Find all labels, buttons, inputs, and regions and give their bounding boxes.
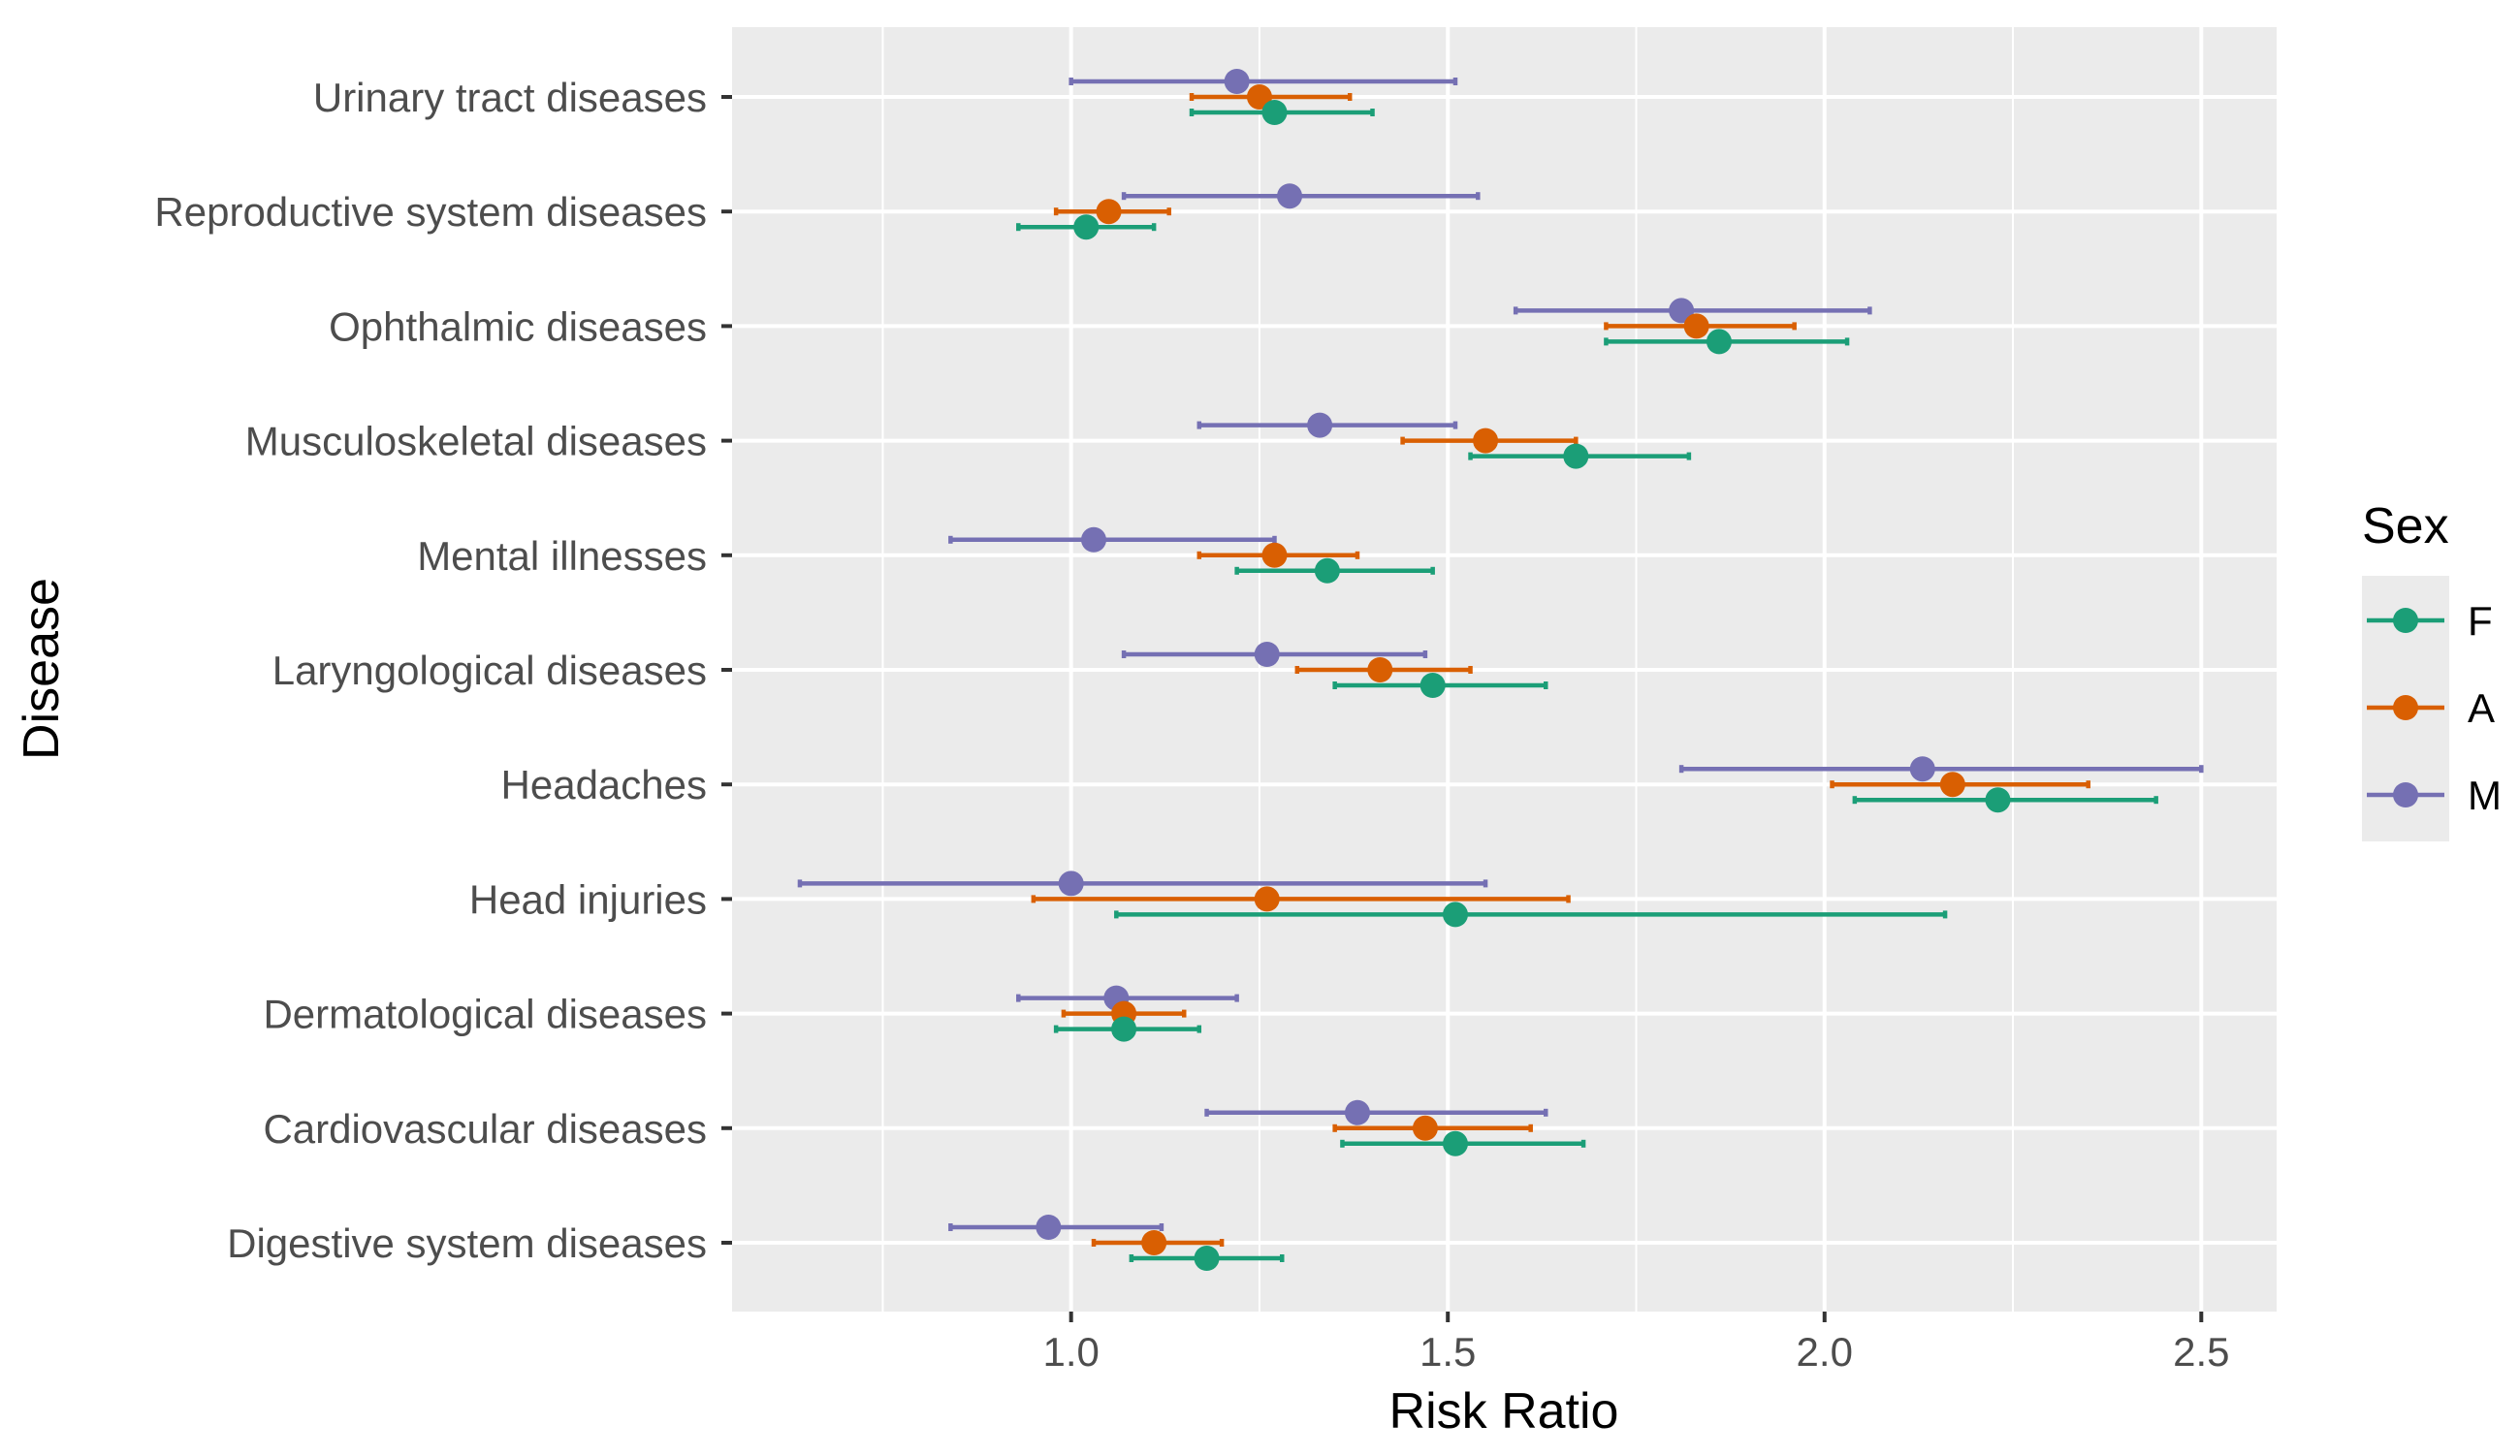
- legend-key-point: [2393, 782, 2418, 807]
- point-estimate: [1224, 69, 1250, 94]
- point-estimate: [1706, 329, 1732, 355]
- point-estimate: [1277, 183, 1303, 209]
- y-tick-label: Urinary tract diseases: [313, 75, 707, 120]
- point-estimate: [1939, 772, 1965, 798]
- point-estimate: [1344, 1099, 1370, 1125]
- series-f: [1016, 100, 2158, 1271]
- point-estimate: [1096, 199, 1122, 225]
- point-estimate: [1314, 557, 1340, 584]
- point-estimate: [1909, 756, 1935, 782]
- y-axis-title: Disease: [14, 578, 70, 760]
- series-m: [797, 69, 2204, 1240]
- point-estimate: [1367, 657, 1393, 682]
- legend-label: A: [2468, 685, 2495, 731]
- legend-label: F: [2468, 598, 2493, 644]
- point-estimate: [1307, 412, 1333, 438]
- legend-key-point: [2393, 695, 2418, 720]
- legend-title: Sex: [2362, 498, 2449, 554]
- y-tick-label: Reproductive system diseases: [154, 189, 707, 235]
- y-tick-label: Head injuries: [469, 876, 707, 922]
- y-tick-label: Dermatological diseases: [263, 992, 707, 1037]
- x-axis-title: Risk Ratio: [1389, 1383, 1619, 1440]
- y-tick-label: Ophthalmic diseases: [329, 303, 707, 349]
- point-estimate: [1683, 313, 1709, 339]
- y-tick-label: Laryngological diseases: [272, 648, 707, 693]
- point-estimate: [1058, 870, 1084, 897]
- point-estimate: [1261, 542, 1288, 568]
- legend-entry-m: M: [2367, 773, 2502, 818]
- point-estimate: [1194, 1246, 1220, 1271]
- y-tick-label: Cardiovascular diseases: [263, 1106, 707, 1152]
- y-axis: Urinary tract diseases Reproductive syste…: [154, 75, 732, 1266]
- point-estimate: [1473, 427, 1499, 454]
- x-tick-label: 1.5: [1419, 1329, 1476, 1375]
- point-estimate: [1442, 902, 1468, 928]
- y-tick-label: Headaches: [501, 762, 707, 807]
- point-estimate: [1141, 1230, 1167, 1255]
- point-estimate: [1442, 1130, 1468, 1156]
- x-axis: 1.0 1.5 2.0 2.5: [1042, 1312, 2229, 1375]
- point-estimate: [1669, 298, 1695, 324]
- legend-entry-f: F: [2367, 598, 2493, 644]
- y-tick-label: Mental illnesses: [417, 533, 707, 579]
- y-tick-label: Musculoskeletal diseases: [245, 419, 707, 464]
- legend-label: M: [2468, 773, 2502, 818]
- x-tick-label: 2.5: [2173, 1329, 2229, 1375]
- data-marks: [797, 69, 2204, 1271]
- point-estimate: [1261, 100, 1288, 125]
- point-estimate: [1412, 1115, 1438, 1141]
- point-estimate: [1985, 787, 2011, 813]
- point-estimate: [1254, 642, 1280, 667]
- x-tick-label: 1.0: [1042, 1329, 1099, 1375]
- point-estimate: [1111, 1016, 1137, 1042]
- point-estimate: [1563, 443, 1589, 469]
- legend-key-point: [2393, 608, 2418, 633]
- point-estimate: [1254, 886, 1280, 912]
- point-estimate: [1073, 214, 1100, 240]
- point-estimate: [1246, 84, 1272, 110]
- point-estimate: [1036, 1215, 1062, 1240]
- legend: Sex FAM: [2362, 498, 2502, 841]
- point-estimate: [1080, 526, 1106, 553]
- point-estimate: [1419, 673, 1446, 698]
- y-tick-label: Digestive system diseases: [227, 1220, 707, 1266]
- x-tick-label: 2.0: [1797, 1329, 1853, 1375]
- legend-entry-a: A: [2367, 685, 2495, 731]
